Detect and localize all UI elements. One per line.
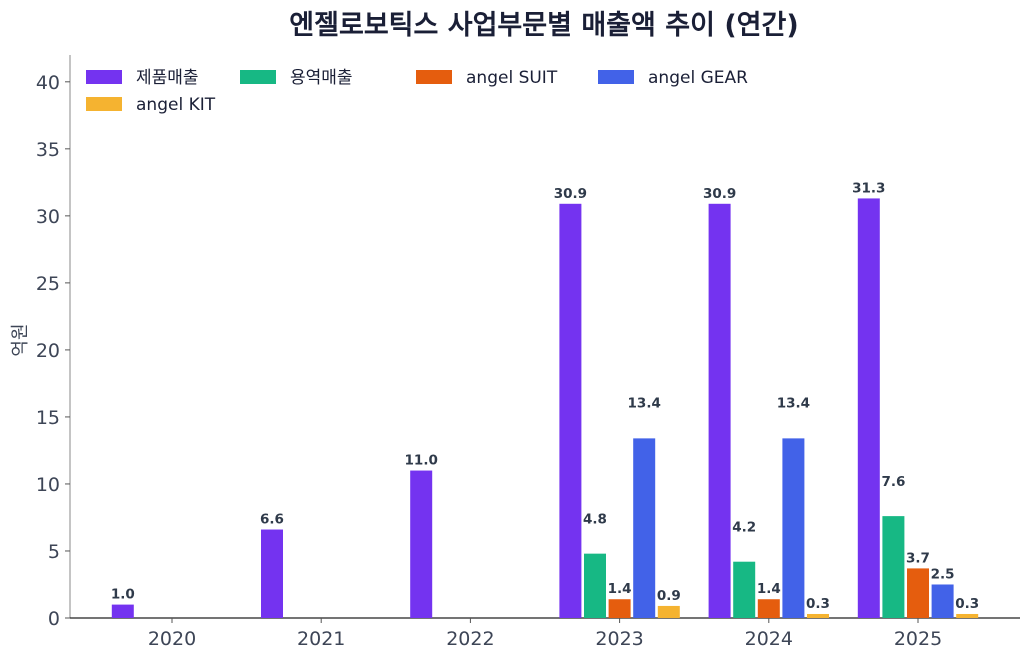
- legend: 제품매출 용역매출 angel SUIT angel GEAR angel KIT: [86, 68, 748, 115]
- y-tick-label: 0: [48, 608, 60, 630]
- data-label: 3.7: [906, 550, 930, 566]
- legend-label: angel KIT: [136, 95, 216, 115]
- legend-label: angel GEAR: [648, 68, 748, 88]
- data-label: 30.9: [554, 186, 587, 202]
- y-tick-label: 15: [36, 407, 60, 429]
- x-tick-label: 2021: [297, 628, 345, 650]
- bar: [733, 561, 756, 618]
- data-label: 13.4: [628, 395, 661, 411]
- y-tick-label: 35: [36, 139, 60, 161]
- bar: [907, 568, 929, 618]
- bar: [559, 203, 582, 619]
- bar: [807, 613, 829, 618]
- data-label: 13.4: [777, 395, 810, 411]
- bar: [757, 599, 780, 618]
- y-tick-label: 40: [36, 72, 60, 94]
- bar: [931, 584, 954, 618]
- y-tick-label: 5: [48, 541, 60, 563]
- bar: [633, 438, 656, 618]
- x-tick-label: 2025: [894, 628, 942, 650]
- bar: [657, 605, 680, 618]
- data-label: 2.5: [931, 566, 955, 582]
- y-tick-label: 20: [36, 340, 60, 362]
- legend-swatch: [240, 70, 276, 84]
- bar: [882, 516, 905, 618]
- legend-swatch: [416, 70, 452, 84]
- y-tick-label: 25: [36, 273, 60, 295]
- x-tick-label: 2022: [446, 628, 494, 650]
- bar: [782, 438, 805, 618]
- legend-swatch: [86, 97, 122, 111]
- y-tick-label: 30: [36, 206, 60, 228]
- plot-area: 051015202530354020201.020216.6202211.020…: [36, 55, 1020, 650]
- y-axis-label: 억원: [10, 323, 31, 356]
- legend-swatch: [598, 70, 634, 84]
- legend-label: angel SUIT: [466, 68, 558, 88]
- data-label: 0.3: [806, 596, 830, 612]
- data-label: 0.3: [955, 596, 979, 612]
- bar: [584, 553, 606, 618]
- x-tick-label: 2024: [745, 628, 793, 650]
- bar: [111, 604, 134, 618]
- chart-title: 엔젤로보틱스 사업부문별 매출액 추이 (연간): [289, 10, 798, 41]
- legend-label: 용역매출: [290, 68, 353, 88]
- data-label: 1.4: [608, 581, 632, 597]
- data-label: 4.2: [732, 520, 756, 536]
- bar: [608, 599, 631, 618]
- data-label: 11.0: [405, 453, 438, 469]
- x-tick-label: 2023: [595, 628, 643, 650]
- bar: [857, 198, 880, 618]
- legend-swatch: [86, 70, 122, 84]
- bar: [410, 470, 433, 618]
- data-label: 7.6: [881, 474, 905, 490]
- y-tick-label: 10: [36, 474, 60, 496]
- bar: [261, 529, 283, 618]
- legend-label: 제품매출: [136, 68, 199, 88]
- bar: [956, 613, 979, 618]
- data-label: 31.3: [852, 180, 885, 196]
- data-label: 4.8: [583, 512, 607, 528]
- x-tick-label: 2020: [148, 628, 196, 650]
- data-label: 30.9: [703, 186, 736, 202]
- data-label: 0.9: [657, 588, 681, 604]
- bar: [708, 203, 731, 619]
- data-label: 6.6: [260, 512, 284, 528]
- data-label: 1.4: [757, 581, 781, 597]
- data-label: 1.0: [111, 587, 135, 603]
